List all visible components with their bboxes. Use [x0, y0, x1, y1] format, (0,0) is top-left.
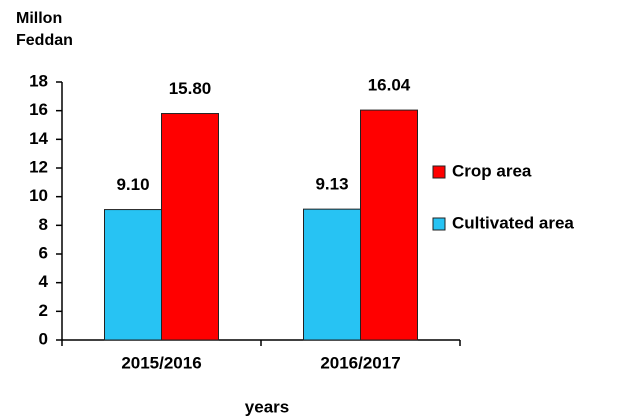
y-tick-label: 18: [29, 71, 48, 90]
bar: [303, 208, 361, 341]
bar: [161, 113, 219, 341]
y-tick-label: 6: [39, 243, 48, 262]
value-label: 9.10: [116, 175, 149, 194]
x-tick-label: 2015/2016: [121, 353, 201, 372]
value-label: 16.04: [368, 76, 411, 95]
value-label: 9.13: [315, 175, 348, 194]
y-tick-label: 2: [39, 301, 48, 320]
legend-swatch: [432, 217, 446, 231]
y-tick-label: 12: [29, 157, 48, 176]
y-axis-label: Millon Feddan: [16, 10, 73, 49]
legend-swatch: [432, 165, 446, 179]
y-tick-label: 0: [39, 329, 48, 348]
y-tick-label: 8: [39, 215, 48, 234]
x-axis-label: years: [245, 397, 289, 416]
y-tick-label: 10: [29, 186, 48, 205]
bar: [104, 209, 162, 341]
y-tick-label: 14: [29, 129, 48, 148]
legend-label: Cultivated area: [452, 213, 574, 232]
bar: [360, 109, 418, 341]
legend-label: Crop area: [452, 161, 532, 180]
y-tick-label: 4: [39, 272, 49, 291]
y-tick-label: 16: [29, 100, 48, 119]
x-tick-label: 2016/2017: [320, 353, 400, 372]
value-label: 15.80: [169, 79, 212, 98]
